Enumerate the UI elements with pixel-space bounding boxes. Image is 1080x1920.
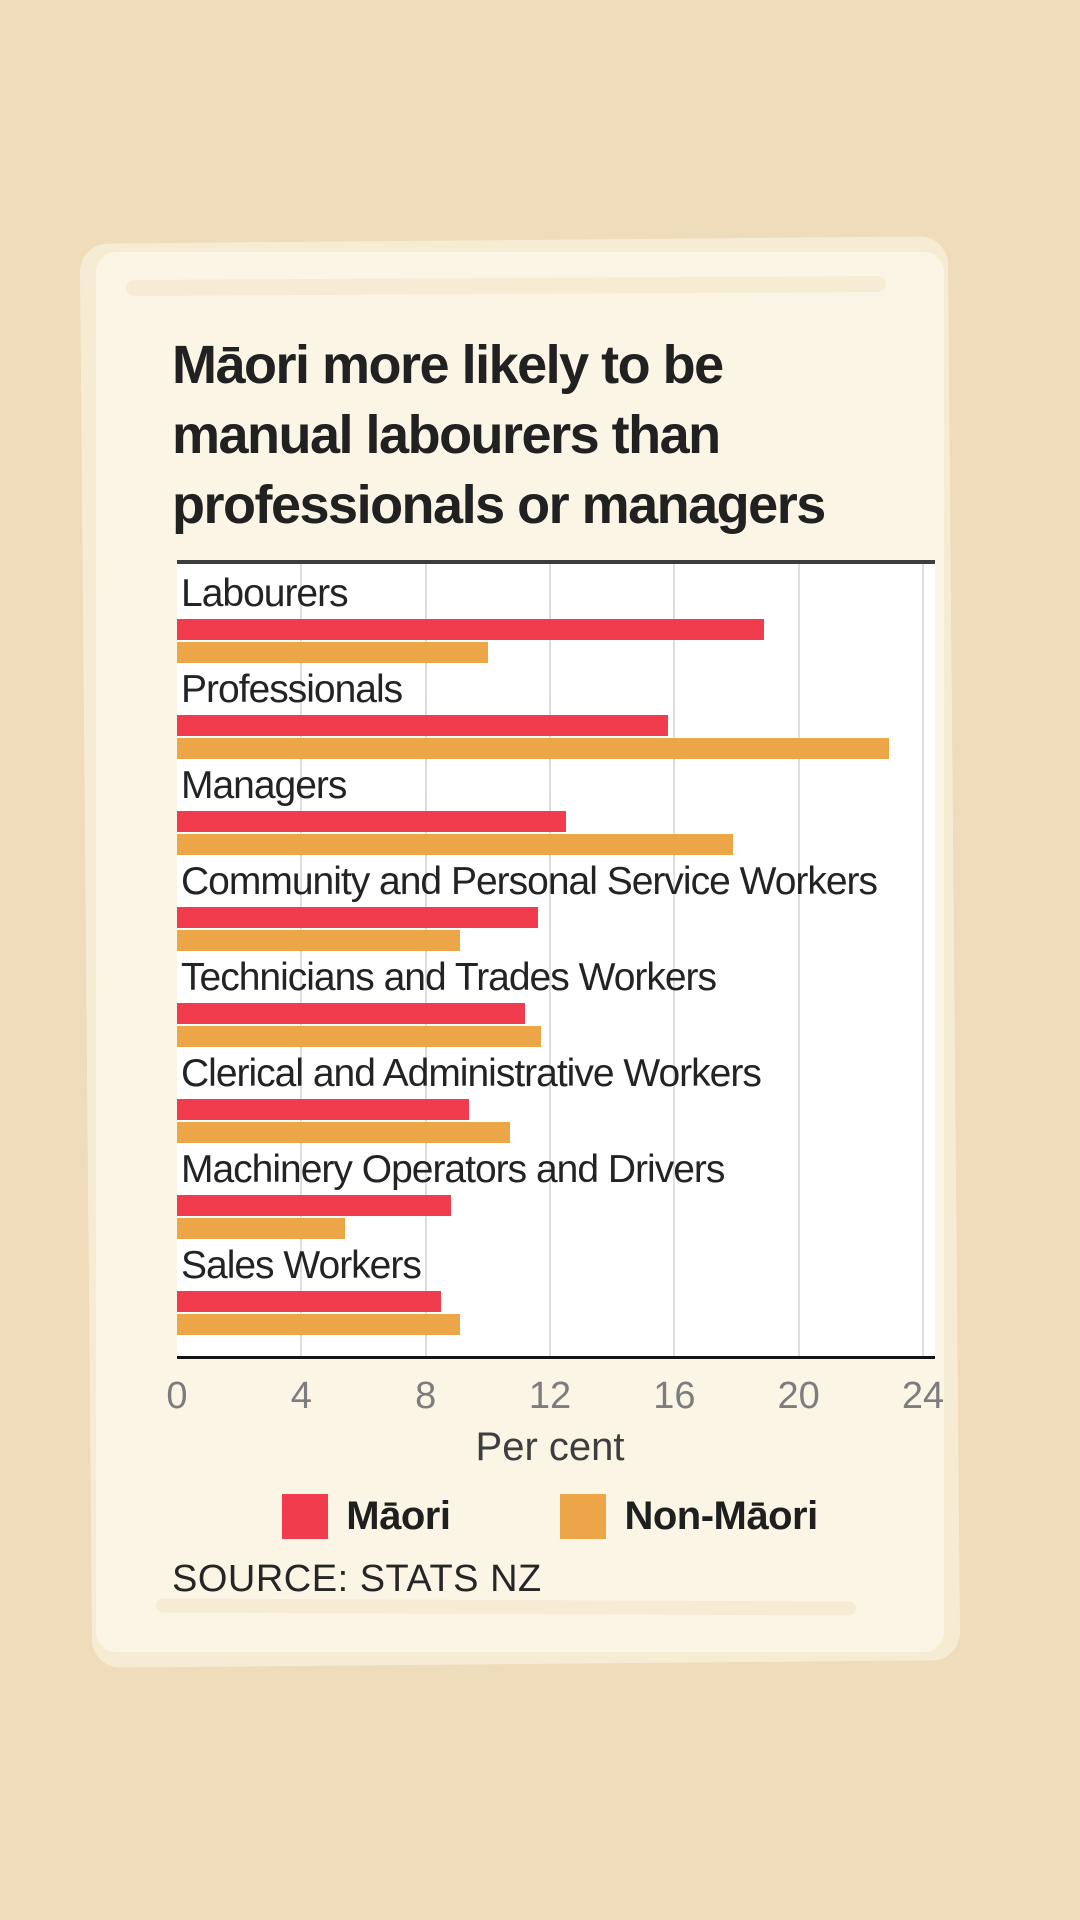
non-maori-bar xyxy=(177,738,889,759)
category-row: Technicians and Trades Workers xyxy=(177,953,935,1049)
maori-bar xyxy=(177,1003,525,1024)
x-tick-16: 16 xyxy=(653,1375,696,1417)
maori-bar xyxy=(177,715,668,736)
category-label: Labourers xyxy=(181,572,349,615)
x-tick-20: 20 xyxy=(777,1375,820,1417)
non-maori-bar xyxy=(177,930,460,951)
x-tick-0: 0 xyxy=(166,1375,188,1417)
category-row: Managers xyxy=(177,761,935,857)
category-label: Clerical and Administrative Workers xyxy=(181,1052,762,1095)
category-row: Machinery Operators and Drivers xyxy=(177,1145,935,1241)
legend-item: Non-Māori xyxy=(560,1494,818,1539)
category-label: Community and Personal Service Workers xyxy=(181,860,878,903)
category-label: Professionals xyxy=(181,668,403,711)
gridline-24 xyxy=(922,564,924,1356)
chart-title-line-2: manual labourers than xyxy=(172,405,721,465)
category-label: Managers xyxy=(181,764,347,807)
category-label: Sales Workers xyxy=(181,1244,422,1287)
category-row: Community and Personal Service Workers xyxy=(177,857,935,953)
bar-chart: Labourers Professionals Managers Community … xyxy=(166,560,944,1539)
x-tick-24: 24 xyxy=(901,1375,945,1417)
legend-swatch xyxy=(282,1494,329,1539)
chart-title: Māori more likely to be manual labourers… xyxy=(172,330,826,540)
legend-label: Māori xyxy=(346,1494,451,1538)
legend-swatch xyxy=(560,1494,607,1539)
chart-title-line-3: professionals or managers xyxy=(172,475,826,535)
category-label: Machinery Operators and Drivers xyxy=(181,1148,725,1191)
category-row: Labourers xyxy=(177,569,935,665)
x-axis-ticks: 0 4 8 12 16 20 24 xyxy=(166,1375,944,1421)
non-maori-bar xyxy=(177,1122,510,1143)
article-panel: Māori more likely to be manual labourers… xyxy=(96,252,944,1652)
non-maori-bar xyxy=(177,1218,345,1239)
gridline-20 xyxy=(797,564,800,1356)
x-tick-12: 12 xyxy=(528,1375,572,1417)
gridline-12 xyxy=(549,564,551,1356)
maori-bar xyxy=(177,1099,469,1120)
maori-bar xyxy=(177,619,764,640)
maori-bar xyxy=(177,1195,451,1216)
non-maori-bar xyxy=(177,1314,460,1335)
non-maori-bar xyxy=(177,642,488,663)
maori-bar xyxy=(177,907,538,928)
category-label: Technicians and Trades Workers xyxy=(181,956,717,999)
maori-bar xyxy=(177,1291,441,1312)
legend: Māori Non-Māori xyxy=(177,1494,923,1539)
source-note: SOURCE: STATS NZ xyxy=(172,1558,542,1600)
gridline-8 xyxy=(424,564,427,1356)
non-maori-bar xyxy=(177,1026,541,1047)
chart-title-line-1: Māori more likely to be xyxy=(172,335,724,395)
category-row: Sales Workers xyxy=(177,1241,935,1337)
x-tick-8: 8 xyxy=(415,1375,437,1417)
category-row: Professionals xyxy=(177,665,935,761)
maori-bar xyxy=(177,811,566,832)
legend-label: Non-Māori xyxy=(624,1494,818,1538)
brush-streak-bottom xyxy=(155,1598,857,1616)
x-tick-4: 4 xyxy=(290,1375,312,1417)
non-maori-bar xyxy=(177,834,733,855)
legend-item: Māori xyxy=(282,1494,451,1539)
category-row: Clerical and Administrative Workers xyxy=(177,1049,935,1145)
category-rows: Labourers Professionals Managers Community … xyxy=(177,564,935,1356)
brush-streak-top xyxy=(125,276,887,296)
gridline-4 xyxy=(300,564,303,1356)
x-axis-label: Per cent xyxy=(475,1425,625,1469)
gridline-16 xyxy=(673,564,676,1356)
plot-area: Labourers Professionals Managers Community … xyxy=(177,560,935,1359)
